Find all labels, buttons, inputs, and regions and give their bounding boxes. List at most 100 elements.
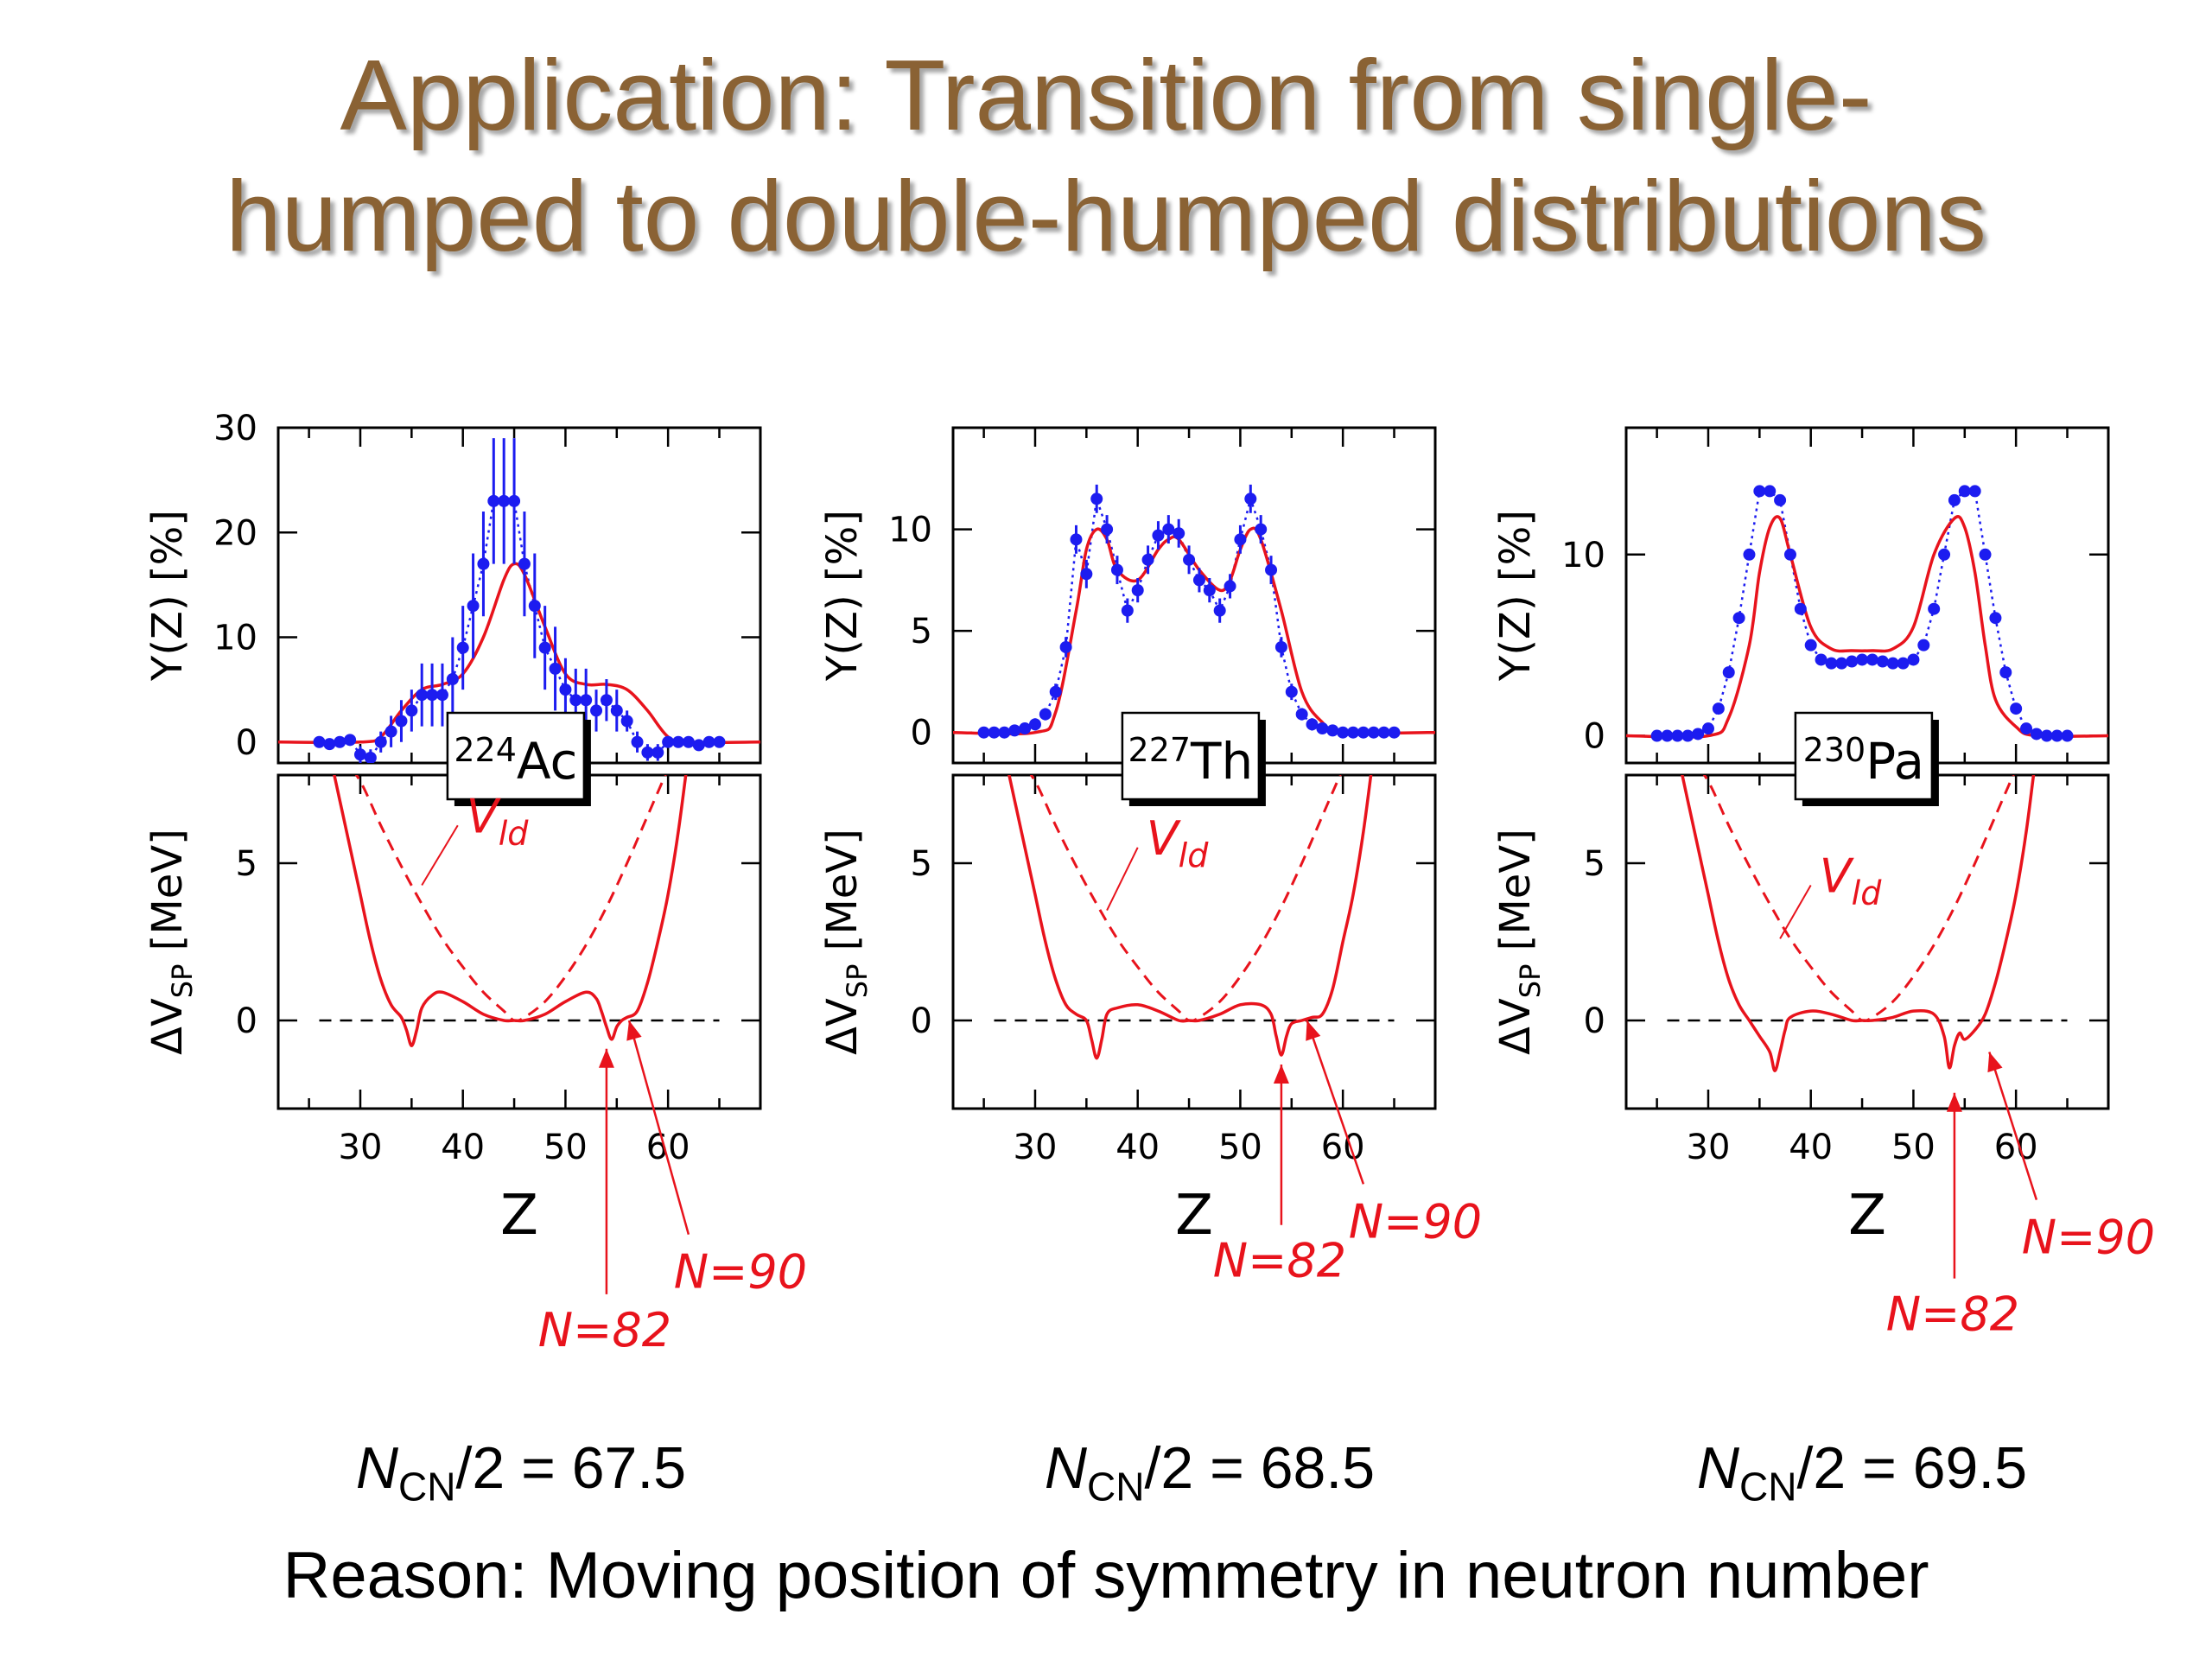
y-tick-label: 10 [888, 511, 932, 550]
n90-label: N=90 [2022, 1211, 2155, 1265]
yield-data-point [641, 746, 654, 759]
x-tick-label: 50 [1218, 1128, 1262, 1167]
yield-data-point [1928, 602, 1941, 615]
yield-data-point [1804, 639, 1817, 652]
x-tick-label: 40 [1789, 1128, 1833, 1167]
ncn-value: 68.5 [1260, 1435, 1376, 1501]
y-tick-label: 0 [911, 1001, 932, 1041]
yield-data-point [1377, 726, 1390, 739]
yield-data-point [1285, 685, 1298, 698]
yield-data-point [1958, 485, 1971, 498]
yield-data-point [1743, 548, 1756, 561]
nucleus-label-box [1794, 711, 1934, 801]
x-tick-label: 30 [1687, 1128, 1731, 1167]
n82-label: N=82 [1213, 1234, 1346, 1288]
n90-label: N=90 [674, 1245, 807, 1300]
yield-data-point [2010, 702, 2023, 715]
vld-symbol: V [467, 789, 502, 843]
x-tick-label: 30 [1014, 1128, 1058, 1167]
n90-arrow-shaft [1988, 1052, 2038, 1200]
yield-data-point [1732, 612, 1745, 625]
vld-subscript: ld [1179, 836, 1210, 874]
yield-data-point [518, 557, 531, 570]
yield-data-point [1989, 612, 2002, 625]
yield-data-point [1357, 726, 1370, 739]
title-line-2: humped to double-humped distributions [226, 160, 1986, 272]
x-axis-label: Z [1175, 1184, 1213, 1248]
nucleus-symbol: Ac [517, 732, 578, 791]
yield-data-point [631, 735, 644, 748]
yield-data-point [682, 735, 695, 748]
yield-data-point [1681, 729, 1694, 742]
yield-data-point [1856, 653, 1869, 666]
sp-subscript: SP [841, 964, 874, 999]
yield-data-point [1019, 722, 1032, 735]
y-tick-label: 0 [1584, 1001, 1605, 1041]
yield-data-point [1326, 724, 1339, 737]
yield-data-point [1244, 493, 1257, 505]
vld-symbol: V [1820, 849, 1855, 903]
yield-data-connector [319, 499, 720, 760]
potential-axis-label: ΔVSP [MeV] [1491, 829, 1547, 1055]
title-line-1: Application: Transition from single- [340, 39, 1872, 151]
yield-data-point [323, 738, 336, 751]
reason-text: Reason: Moving position of symmetry in n… [283, 1539, 1929, 1612]
yield-data-point [1295, 708, 1308, 721]
ncn-label-th: NCN/2 = 68.5 [1044, 1435, 1376, 1510]
yield-data-point [313, 735, 326, 748]
yield-data-point [334, 735, 346, 748]
yield-axis-label: Y(Z) [%] [1491, 510, 1540, 682]
n82-arrow-head [598, 1048, 614, 1068]
yield-data-point [1794, 602, 1807, 615]
yield-axis-label: Y(Z) [%] [818, 510, 867, 682]
yield-data-point [662, 735, 675, 748]
yield-data-point [1039, 708, 1052, 721]
potential-axis-label: ΔVSP [MeV] [818, 829, 874, 1055]
potential-plot-area [319, 775, 720, 1047]
y-tick-label: 0 [1584, 717, 1605, 757]
shell-potential-curve [333, 775, 688, 1047]
yield-data-point [692, 739, 705, 752]
n82-arrow-head [1273, 1065, 1289, 1084]
potential-unit: [MeV] [1491, 829, 1540, 964]
potential-plot-area [994, 775, 1395, 1060]
y-tick-label: 5 [911, 612, 932, 652]
yield-data-point [702, 735, 715, 748]
nucleus-label: 224Ac [454, 731, 577, 791]
yield-data-point [344, 734, 357, 747]
yield-data-point [1999, 666, 2012, 679]
yield-data-point [1876, 655, 1889, 668]
yield-data-point [1388, 726, 1401, 739]
yield-data-point [1306, 718, 1319, 731]
yield-data-point [1774, 493, 1787, 506]
yield-data-point [610, 704, 623, 717]
n90-arrow-head [1306, 1020, 1321, 1041]
yield-data-point [1835, 657, 1848, 670]
yield-data-point [1671, 729, 1684, 742]
x-axis-label: Z [500, 1184, 538, 1248]
yield-data-point [416, 689, 429, 702]
yield-data-point [1316, 722, 1329, 735]
vld-pointer-line [1106, 847, 1139, 912]
nucleus-label-box [1121, 711, 1261, 801]
yield-data-point [1110, 563, 1123, 576]
n82-label: N=82 [1886, 1287, 2019, 1342]
yield-data-point [1783, 548, 1796, 561]
yield-data-point [580, 694, 593, 707]
yield-data-point [1070, 533, 1083, 546]
yield-data-point [1255, 523, 1268, 536]
shell-potential-curve [1681, 775, 2036, 1073]
yield-data-point [2030, 728, 2043, 741]
yield-data-point [446, 673, 459, 685]
yield-data-point [1008, 724, 1021, 737]
vld-label: Vld [1147, 811, 1210, 874]
yield-data-point [1968, 485, 1981, 498]
yield-data-point [1028, 718, 1041, 731]
potential-plot-frame [1624, 773, 2110, 1110]
yield-axis-label: Y(Z) [%] [143, 510, 192, 682]
yield-data-connector [1656, 490, 2068, 737]
nucleus-label: 230Pa [1803, 731, 1924, 791]
yield-data-point [1692, 728, 1705, 741]
yield-data-point [1090, 493, 1103, 505]
